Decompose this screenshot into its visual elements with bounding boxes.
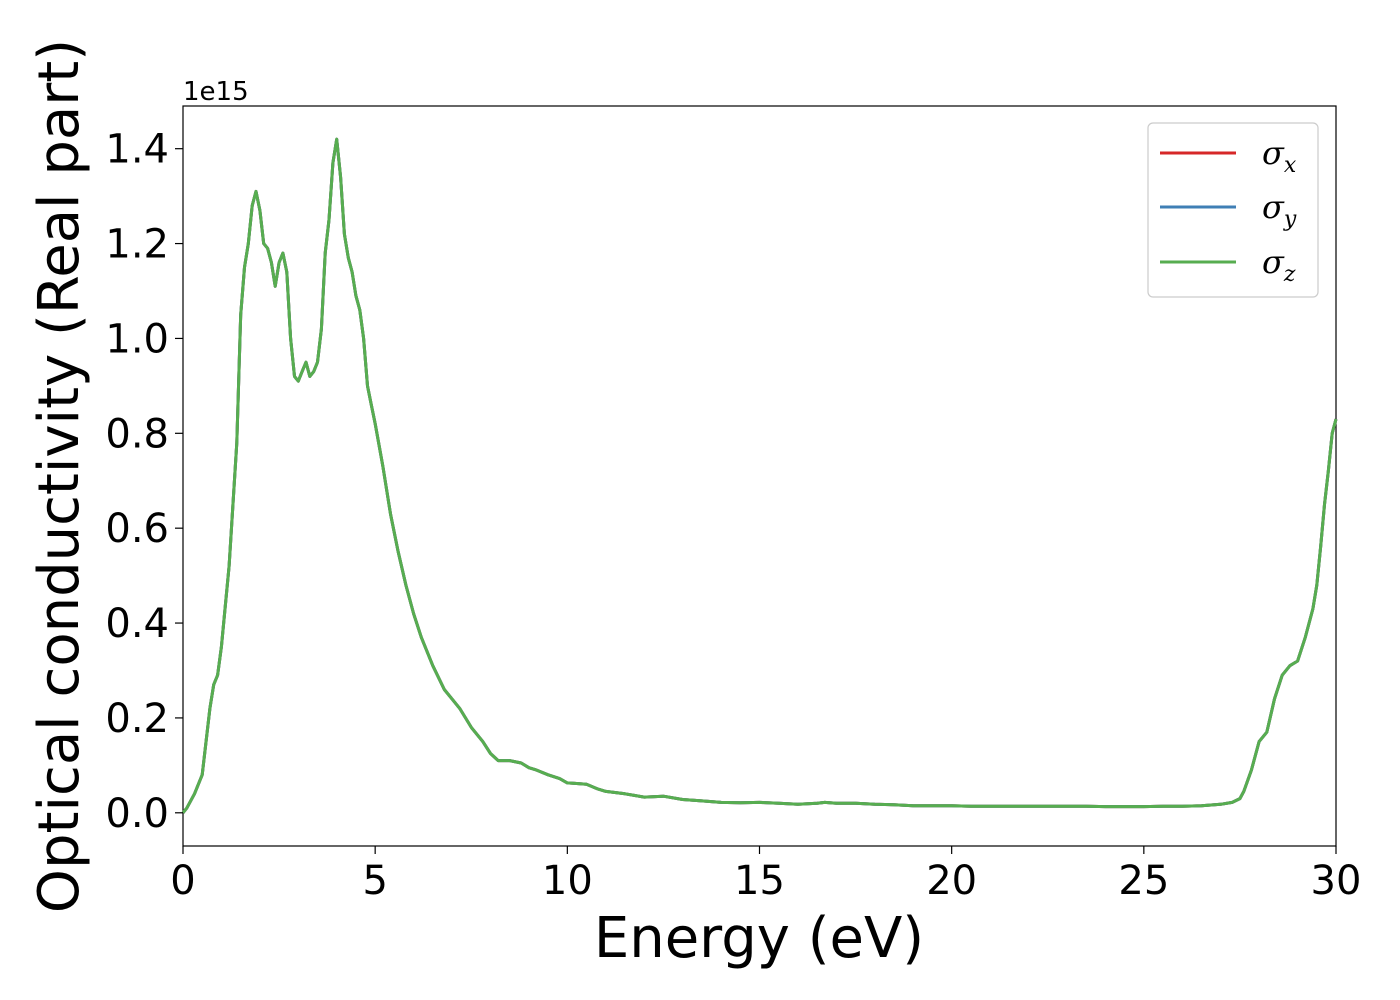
x-axis-ticks: 0 5 10 15 20 25 30: [170, 846, 1361, 904]
y-offset-label: 1e15: [183, 77, 249, 107]
legend: σx σy σz: [1147, 122, 1319, 298]
legend-label-sigma-z: σz: [1262, 243, 1296, 287]
x-tick-label: 25: [1118, 858, 1169, 904]
y-tick-label: 0.8: [105, 411, 169, 457]
x-tick-label: 5: [362, 858, 387, 904]
legend-label-sigma-x: σx: [1262, 134, 1297, 178]
y-tick-label: 0.0: [105, 791, 169, 837]
y-tick-label: 0.4: [105, 601, 169, 647]
y-tick-label: 0.2: [105, 696, 169, 742]
legend-label-sigma-y: σy: [1262, 188, 1297, 232]
y-tick-label: 1.0: [105, 316, 169, 362]
x-tick-label: 0: [170, 858, 195, 904]
x-tick-label: 10: [542, 858, 593, 904]
y-tick-label: 0.6: [105, 506, 169, 552]
y-axis-ticks: 0.0 0.2 0.4 0.6 0.8 1.0 1.2 1.4: [105, 127, 183, 837]
x-tick-label: 15: [734, 858, 785, 904]
y-axis-label: Optical conductivity (Real part): [27, 39, 92, 913]
x-axis-label: Energy (eV): [594, 906, 924, 971]
x-tick-label: 20: [926, 858, 977, 904]
legend-box: [1147, 122, 1319, 298]
series-line-sigma-z: [181, 137, 1338, 814]
series-layer: [181, 137, 1338, 814]
y-tick-label: 1.4: [105, 127, 169, 173]
x-tick-label: 30: [1311, 858, 1362, 904]
y-tick-label: 1.2: [105, 222, 169, 268]
plot-area-frame: [182, 105, 1337, 847]
